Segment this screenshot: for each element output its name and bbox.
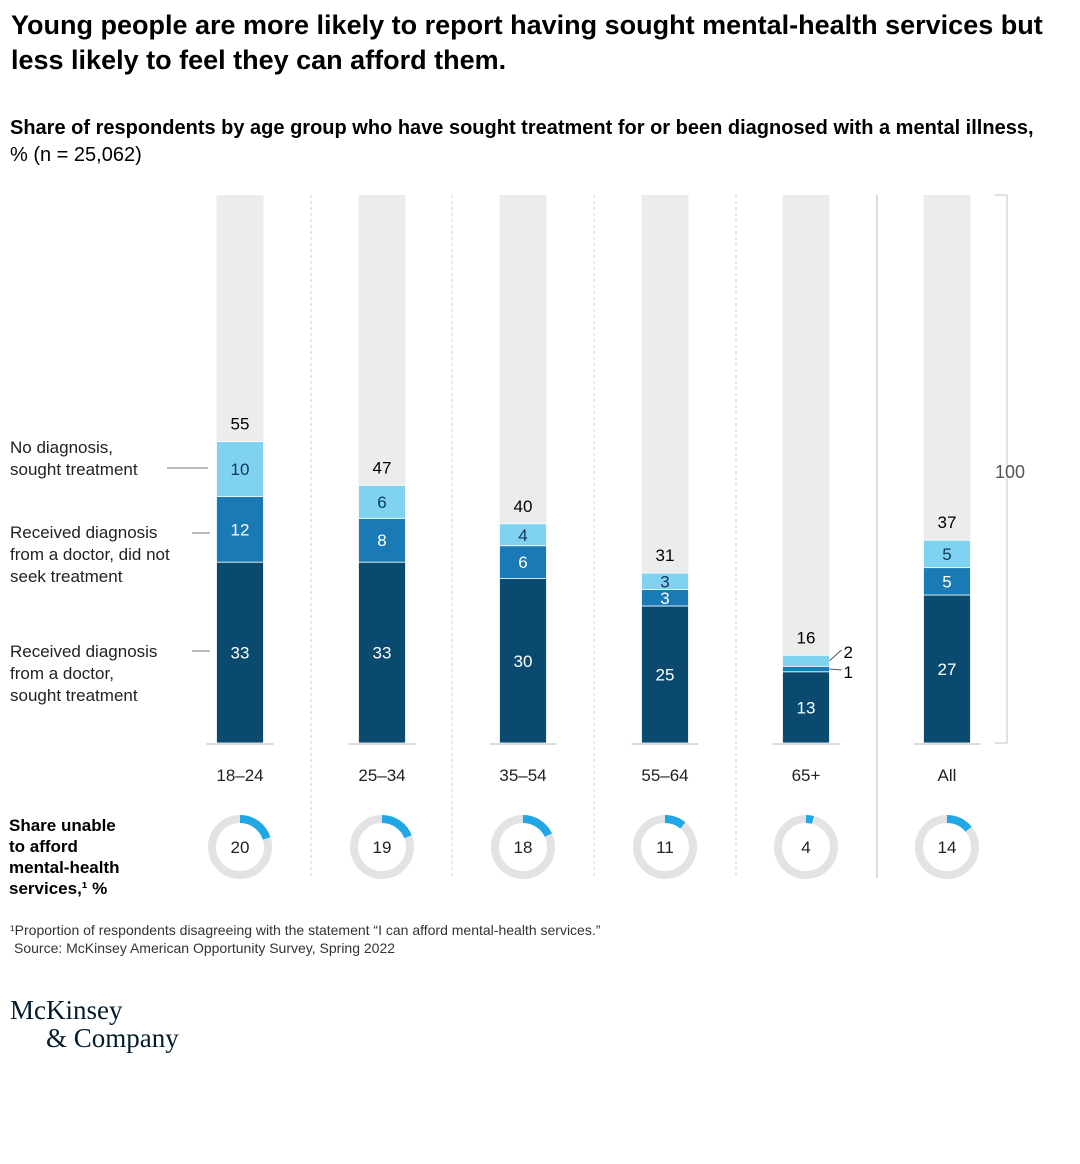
segment-label: 2 [844,643,853,662]
segment-label: 1 [844,663,853,682]
donut-arc [946,815,972,832]
category-label: 35–54 [499,766,546,785]
logo-line-2: & Company [46,1023,179,1053]
segment-label: 6 [377,493,386,512]
footnote-note: ¹Proportion of respondents disagreeing w… [10,922,601,938]
legend-no-diagnosis: No diagnosis, sought treatment [10,438,138,479]
mckinsey-logo: McKinsey & Company [10,996,179,1052]
donut-value: 18 [514,838,533,857]
bar-segment [499,545,547,579]
category-label: 25–34 [358,766,405,785]
segment-label: 6 [518,553,527,572]
segment-label: 33 [231,644,250,663]
total-label: 16 [797,628,816,647]
scale-label-100: 100 [995,462,1025,482]
bar-segment [782,654,830,667]
category-label: 18–24 [216,766,263,785]
segment-label: 27 [938,660,957,679]
donut-arc [664,815,686,829]
donut-arc [522,815,552,838]
bar-segment [216,561,264,744]
segment-label: 10 [231,460,250,479]
donut-value: 11 [656,838,674,857]
donut-arc [805,815,814,824]
segment-label: 13 [797,698,816,717]
stacked-bar-chart: 1003312105518–242033864725–341930644035–… [9,194,1025,898]
footnote: ¹Proportion of respondents disagreeing w… [10,921,600,957]
donut-value: 19 [373,838,392,857]
segment-label: 5 [942,545,951,564]
segment-label: 3 [660,589,669,608]
scale-bracket [995,194,1008,744]
bar-segment [923,539,971,569]
segment-label: 5 [942,572,951,591]
legend-diag-treatment: Received diagnosis from a doctor, sought t… [10,642,157,705]
segment-label: 30 [514,652,533,671]
donut-value: 14 [938,838,957,857]
bar-segment [216,495,264,563]
bar-segment [499,578,547,744]
segment-label: 25 [656,666,675,685]
bar-segment [499,523,547,547]
bar-segment [923,594,971,744]
category-label: 55–64 [641,766,688,785]
legend-diag-no-treatment: Received diagnosis from a doctor, did not… [10,523,170,586]
segment-label: 3 [660,572,669,591]
footnote-source: Source: McKinsey American Opportunity Su… [14,940,396,956]
total-label: 40 [514,497,533,516]
leader-line [829,649,842,662]
donut-value: 20 [231,838,250,857]
leader-line [829,668,842,671]
segment-label: 4 [518,526,527,545]
bar-segment [641,605,689,744]
total-label: 55 [231,415,250,434]
segment-label: 33 [373,644,392,663]
subtitle-rest: % (n = 25,062) [10,144,142,166]
donut-row-label: Share unable to afford mental-health servic… [9,816,120,898]
donut-arc [239,815,271,840]
chart-subtitle: Share of respondents by age group who ha… [10,115,1050,169]
segment-label: 12 [231,520,250,539]
subtitle-bold: Share of respondents by age group who ha… [10,117,1034,139]
total-label: 37 [938,513,957,532]
donut-value: 4 [801,838,810,857]
total-label: 31 [656,546,675,565]
donut-arc [381,815,412,839]
chart-title: Young people are more likely to report h… [11,10,1043,75]
bar-segment [216,441,264,497]
total-label: 47 [373,458,392,477]
logo-line-1: McKinsey [10,995,123,1025]
bar-background [782,195,830,743]
bar-segment [641,572,689,590]
category-label: 65+ [792,766,821,785]
bar-segment [782,665,830,673]
category-label: All [938,766,957,785]
bar-segment [358,485,406,519]
segment-label: 8 [377,531,386,550]
